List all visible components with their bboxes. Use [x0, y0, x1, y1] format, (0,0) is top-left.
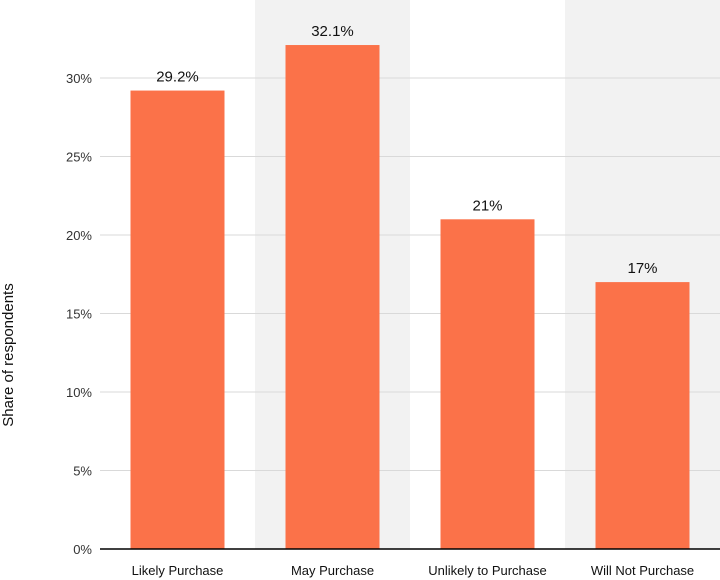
- bar-1: [285, 45, 380, 549]
- y-tick-label-25: 25%: [66, 150, 92, 165]
- x-category-label-1: May Purchase: [291, 563, 374, 578]
- bar-3: [595, 282, 690, 549]
- data-labels: 29.2% 32.1% 21% 17%: [156, 23, 657, 277]
- x-category-label-0: Likely Purchase: [132, 563, 224, 578]
- y-tick-label-20: 20%: [66, 228, 92, 243]
- data-label-0: 29.2%: [156, 69, 199, 86]
- data-label-1: 32.1%: [311, 23, 354, 40]
- y-tick-label-15: 15%: [66, 307, 92, 322]
- x-category-label-3: Will Not Purchase: [591, 563, 694, 578]
- bars: [130, 45, 690, 550]
- data-label-3: 17%: [627, 260, 657, 277]
- y-tick-label-30: 30%: [66, 71, 92, 86]
- x-axis-category-labels: Likely Purchase May Purchase Unlikely to P…: [132, 563, 695, 578]
- y-axis-label: Share of respondents: [0, 283, 17, 426]
- y-tick-label-0: 0%: [73, 542, 92, 557]
- x-category-label-2: Unlikely to Purchase: [428, 563, 547, 578]
- bar-0: [130, 90, 225, 549]
- y-tick-label-10: 10%: [66, 385, 92, 400]
- bar-2: [440, 219, 535, 550]
- y-tick-label-5: 5%: [73, 464, 92, 479]
- y-axis-ticks: 0% 5% 10% 15% 20% 25% 30%: [66, 71, 92, 557]
- data-label-2: 21%: [472, 197, 502, 214]
